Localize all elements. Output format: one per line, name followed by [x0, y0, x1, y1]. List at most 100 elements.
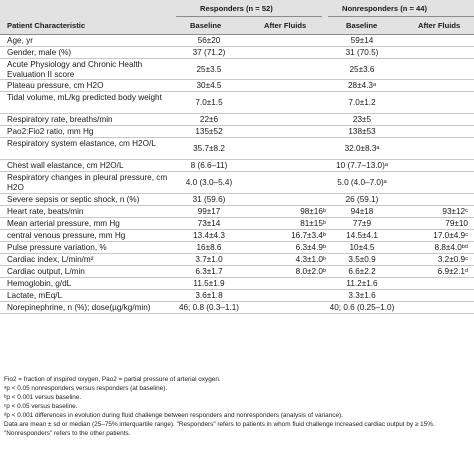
responders-after-cell: 16.7±3.4ᵇ	[291, 231, 326, 240]
nonresponders-after-cell: 8.8±4.0ᵇᵈ	[434, 243, 468, 252]
row-label: Heart rate, beats/min	[7, 207, 84, 216]
nonresponders-after-cell: 6.9±2.1ᵈ	[437, 267, 468, 276]
row-label: Mean arterial pressure, mm Hg	[7, 219, 120, 228]
nonresponders-after-cell: 3.2±0.9ᶜ	[437, 255, 468, 264]
responders-baseline-cell: 8 (6.6–11)	[190, 161, 228, 170]
nonresponders-baseline-cell: 10 (7.7–13.0)ᵃ	[336, 161, 388, 170]
nonresponders-after-cell: 79±10	[445, 219, 468, 228]
nonresponders-baseline-cell: 138±53	[348, 127, 376, 136]
footnote: ᶜp < 0.05 versus baseline.	[4, 403, 78, 410]
nonresponders-after-cell: 93±12ᶜ	[442, 207, 468, 216]
nonresponders-baseline-cell: 5.0 (4.0–7.0)ᵃ	[337, 178, 387, 187]
responders-underline	[176, 16, 322, 17]
nonresponders-baseline-cell: 6.6±2.2	[348, 267, 376, 276]
responders-baseline-cell: 73±14	[197, 219, 221, 228]
nonresponders-baseline-cell: 32.0±8.3ᵃ	[344, 144, 380, 153]
nonresponders-baseline-cell: 14.5±4.1	[346, 231, 378, 240]
row-label: Hemoglobin, g/dL	[7, 279, 72, 288]
row-label: Respiratory rate, breaths/min	[7, 115, 113, 124]
table-row: Tidal volume, mL/kg predicted body weigh…	[0, 92, 474, 114]
nonresponders-baseline-cell: 77±9	[352, 219, 372, 228]
nonresponders-header: Nonresponders (n = 44)	[342, 4, 428, 13]
footnote: Fio2 = fraction of inspired oxygen, Pao2…	[4, 376, 221, 383]
table-row: Respiratory rate, breaths/min 22±6 23±5	[0, 114, 474, 126]
footnote: Data are mean ± sd or median (25–75% int…	[4, 421, 435, 428]
table-row: Pulse pressure variation, % 16±8.6 6.3±4.9…	[0, 242, 474, 254]
table-row: Age, yr 56±20 59±14	[0, 35, 474, 47]
responders-baseline-cell: 7.0±1.5	[195, 98, 223, 107]
responders-baseline-cell: 16±8.6	[196, 243, 222, 252]
nonresponders-after-fluids-header: After Fluids	[418, 21, 461, 30]
table-row: Respiratory system elastance, cm H2O/L 35…	[0, 138, 474, 160]
table-header-row-2: Patient Characteristic Baseline After Fl…	[0, 17, 474, 35]
row-label: Respiratory system elastance, cm H2O/L	[7, 139, 156, 148]
responders-baseline-cell: 135±52	[195, 127, 223, 136]
row-label: Acute Physiology and Chronic Health Eval…	[7, 60, 143, 79]
nonresponders-baseline-cell: 3.3±1.6	[348, 291, 376, 300]
responders-header: Responders (n = 52)	[200, 4, 273, 13]
responders-after-cell: 81±15ᵇ	[300, 219, 326, 228]
table-row: central venous pressure, mm Hg 13.4±4.3 16…	[0, 230, 474, 242]
table-row: Hemoglobin, g/dL 11.5±1.9 11.2±1.6	[0, 278, 474, 290]
responders-after-cell: 6.3±4.9ᵇ	[295, 243, 326, 252]
responders-after-fluids-header: After Fluids	[264, 21, 307, 30]
nonresponders-baseline-cell: 11.2±1.6	[346, 279, 378, 288]
table-row: Chest wall elastance, cm H2O/L 8 (6.6–11)…	[0, 160, 474, 172]
nonresponders-baseline-cell: 26 (59.1)	[345, 195, 379, 204]
responders-baseline-header: Baseline	[190, 21, 222, 30]
responders-baseline-cell: 30±4.5	[196, 81, 222, 90]
responders-baseline-cell: 37 (71.2)	[192, 48, 226, 57]
patient-characteristic-header: Patient Characteristic	[7, 21, 86, 30]
row-label: Age, yr	[7, 36, 33, 45]
responders-baseline-cell: 3.6±1.8	[195, 291, 223, 300]
responders-baseline-cell: 22±6	[199, 115, 219, 124]
table-row: Cardiac index, L/min/m² 3.7±1.0 4.3±1.0ᵇ 3.…	[0, 254, 474, 266]
row-label: Tidal volume, mL/kg predicted body weigh…	[7, 93, 162, 102]
row-label: Gender, male (%)	[7, 48, 72, 57]
nonresponders-baseline-header: Baseline	[346, 21, 378, 30]
nonresponders-baseline-cell: 3.5±0.9	[348, 255, 376, 264]
row-label: central venous pressure, mm Hg	[7, 231, 126, 240]
nonresponders-baseline-cell: 25±3.6	[349, 65, 375, 74]
nonresponders-baseline-cell: 40; 0.6 (0.25–1.0)	[329, 303, 395, 312]
responders-baseline-cell: 99±17	[197, 207, 221, 216]
table-row: Mean arterial pressure, mm Hg 73±14 81±15ᵇ…	[0, 218, 474, 230]
table-row: Respiratory changes in pleural pressure,…	[0, 172, 474, 194]
table-row: Plateau pressure, cm H2O 30±4.5 28±4.3ᵃ	[0, 80, 474, 92]
row-label: Pao2:Fio2 ratio, mm Hg	[7, 127, 94, 136]
footnote: ᵃp < 0.05 nonresponders versus responder…	[4, 385, 168, 392]
table-row: Acute Physiology and Chronic Health Eval…	[0, 59, 474, 80]
responders-baseline-cell: 35.7±8.2	[193, 144, 225, 153]
responders-after-cell: 4.3±1.0ᵇ	[295, 255, 326, 264]
footnote: ᵇp < 0.001 versus baseline.	[4, 394, 82, 401]
row-label: Severe sepsis or septic shock, n (%)	[7, 195, 140, 204]
table-row: Norepinephrine, n (%); dose(µg/kg/min) 46…	[0, 302, 474, 314]
row-label: Chest wall elastance, cm H2O/L	[7, 161, 124, 170]
footnote: "Nonresponders" refers to the other pati…	[4, 430, 131, 437]
responders-baseline-cell: 4.0 (3.0–5.4)	[185, 178, 233, 187]
table-footnotes: Fio2 = fraction of inspired oxygen, Pao2…	[4, 375, 470, 438]
nonresponders-baseline-cell: 31 (70.5)	[345, 48, 379, 57]
row-label: Pulse pressure variation, %	[7, 243, 107, 252]
table-row: Severe sepsis or septic shock, n (%) 31 (…	[0, 194, 474, 206]
responders-baseline-cell: 3.7±1.0	[195, 255, 223, 264]
row-label: Cardiac index, L/min/m²	[7, 255, 94, 264]
row-label: Cardiac output, L/min	[7, 267, 85, 276]
nonresponders-baseline-cell: 23±5	[352, 115, 372, 124]
nonresponders-baseline-cell: 7.0±1.2	[348, 98, 376, 107]
responders-after-cell: 8.0±2.0ᵇ	[295, 267, 326, 276]
table-row: Heart rate, beats/min 99±17 98±16ᵇ 94±18 93±…	[0, 206, 474, 218]
row-label: Norepinephrine, n (%); dose(µg/kg/min)	[7, 303, 151, 312]
nonresponders-baseline-cell: 59±14	[350, 36, 374, 45]
responders-baseline-cell: 46; 0.8 (0.3–1.1)	[178, 303, 240, 312]
responders-baseline-cell: 31 (59.6)	[192, 195, 226, 204]
table-row: Gender, male (%) 37 (71.2) 31 (70.5)	[0, 47, 474, 59]
row-label: Lactate, mEq/L	[7, 291, 63, 300]
nonresponders-baseline-cell: 10±4.5	[349, 243, 375, 252]
table-row: Pao2:Fio2 ratio, mm Hg 135±52 138±53	[0, 126, 474, 138]
row-label: Respiratory changes in pleural pressure,…	[7, 173, 168, 192]
nonresponders-after-cell: 17.0±4.9ᶜ	[433, 231, 468, 240]
row-label: Plateau pressure, cm H2O	[7, 81, 104, 90]
nonresponders-baseline-cell: 28±4.3ᵃ	[347, 81, 377, 90]
